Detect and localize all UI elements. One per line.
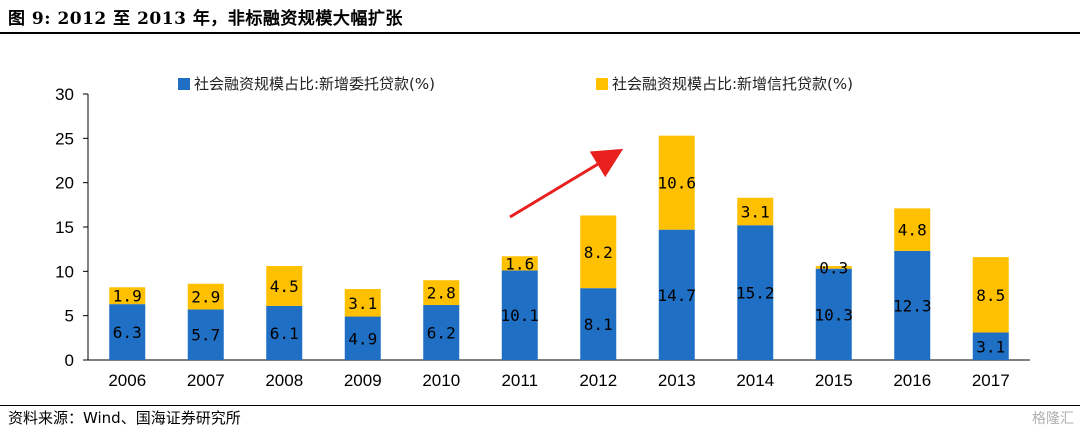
bar-trust-2010 [423, 280, 460, 306]
bar-trust-2013 [658, 135, 695, 230]
x-tick-label: 2014 [736, 371, 774, 390]
watermark: 格隆汇 [1032, 411, 1074, 427]
bar-entrusted-2012 [580, 288, 617, 360]
bar-entrusted-2009 [344, 316, 381, 360]
data-label-trust: 3.1 [741, 202, 770, 221]
bar-entrusted-2007 [187, 309, 224, 360]
y-tick-label: 5 [65, 307, 74, 326]
top-rule [0, 32, 1080, 34]
data-label-entrusted: 3.1 [976, 337, 1005, 356]
data-label-entrusted: 10.3 [814, 305, 853, 324]
data-label-trust: 4.5 [270, 277, 299, 296]
data-label-entrusted: 15.2 [736, 284, 775, 303]
bar-entrusted-2017 [972, 332, 1009, 360]
data-label-trust: 3.1 [348, 294, 377, 313]
stacked-bar-chart: 0 5 10 15 20 25 30 6.3 1.9 2006 5.7 2.9 2007 6.1 4.5 20… [55, 85, 1030, 390]
y-tick-label: 20 [55, 174, 74, 193]
data-label-entrusted: 14.7 [657, 286, 696, 305]
x-tick-label: 2007 [187, 371, 225, 390]
data-label-trust: 1.9 [113, 287, 142, 306]
x-tick-label: 2012 [579, 371, 617, 390]
legend-swatch-entrusted [178, 77, 190, 90]
bar-trust-2016 [894, 208, 931, 251]
bar-entrusted-2013 [658, 229, 695, 360]
bar-trust-2006 [109, 287, 146, 305]
bar-entrusted-2011 [501, 270, 538, 360]
data-label-trust: 4.8 [898, 221, 927, 240]
legend-swatch-trust [596, 77, 608, 90]
data-label-trust: 8.2 [584, 243, 613, 262]
bar-trust-2007 [187, 283, 224, 310]
legend-label-trust: 社会融资规模占比:新增信托贷款(%) [612, 75, 854, 93]
x-tick-label: 2011 [501, 371, 538, 390]
bar-entrusted-2006 [109, 304, 146, 360]
source-note: 资料来源：Wind、国海证券研究所 [8, 409, 241, 427]
data-label-entrusted: 5.7 [191, 326, 220, 345]
bar-trust-2012 [580, 215, 617, 289]
x-tick-label: 2016 [893, 371, 931, 390]
bar-trust-2011 [501, 256, 538, 271]
bar-entrusted-2015 [815, 268, 852, 360]
bar-entrusted-2010 [423, 305, 460, 360]
bar-entrusted-2014 [737, 225, 774, 360]
bottom-rule [0, 405, 1080, 406]
data-label-trust: 1.6 [505, 254, 534, 273]
data-label-entrusted: 6.3 [113, 323, 142, 342]
y-tick-label: 0 [65, 351, 74, 370]
bar-trust-2008 [266, 266, 303, 306]
x-tick-label: 2008 [265, 371, 303, 390]
bar-trust-2014 [737, 197, 774, 226]
legend-label-entrusted: 社会融资规模占比:新增委托贷款(%) [194, 75, 436, 93]
data-label-entrusted: 6.2 [427, 324, 456, 343]
bar-entrusted-2016 [894, 250, 931, 360]
legend-item-trust: 社会融资规模占比:新增信托贷款(%) [596, 73, 853, 94]
y-tick-label: 30 [55, 85, 74, 104]
x-tick-label: 2009 [344, 371, 382, 390]
data-label-trust: 8.5 [976, 286, 1005, 305]
y-tick-label: 15 [55, 218, 74, 237]
bar-trust-2015 [815, 266, 852, 269]
data-label-entrusted: 4.9 [348, 329, 377, 348]
y-tick-label: 25 [55, 129, 74, 148]
y-tick-label: 10 [55, 262, 74, 281]
bar-trust-2017 [972, 257, 1009, 333]
data-label-trust: 2.8 [427, 284, 456, 303]
trend-arrow [509, 148, 624, 219]
data-label-entrusted: 8.1 [584, 315, 613, 334]
data-label-trust: 2.9 [191, 288, 220, 307]
legend-item-entrusted: 社会融资规模占比:新增委托贷款(%) [178, 73, 435, 94]
x-tick-label: 2010 [422, 371, 460, 390]
data-label-entrusted: 12.3 [893, 296, 932, 315]
x-tick-label: 2006 [108, 371, 146, 390]
x-tick-label: 2015 [815, 371, 853, 390]
x-tick-label: 2013 [658, 371, 696, 390]
data-label-trust: 10.6 [657, 174, 696, 193]
bar-trust-2009 [344, 289, 381, 317]
data-label-entrusted: 6.1 [270, 324, 299, 343]
figure-title: 图 9: 2012 至 2013 年，非标融资规模大幅扩张 [8, 9, 403, 29]
data-label-trust: 0.3 [819, 258, 848, 277]
bar-entrusted-2008 [266, 305, 303, 360]
x-tick-label: 2017 [972, 371, 1010, 390]
data-label-entrusted: 10.1 [500, 306, 539, 325]
